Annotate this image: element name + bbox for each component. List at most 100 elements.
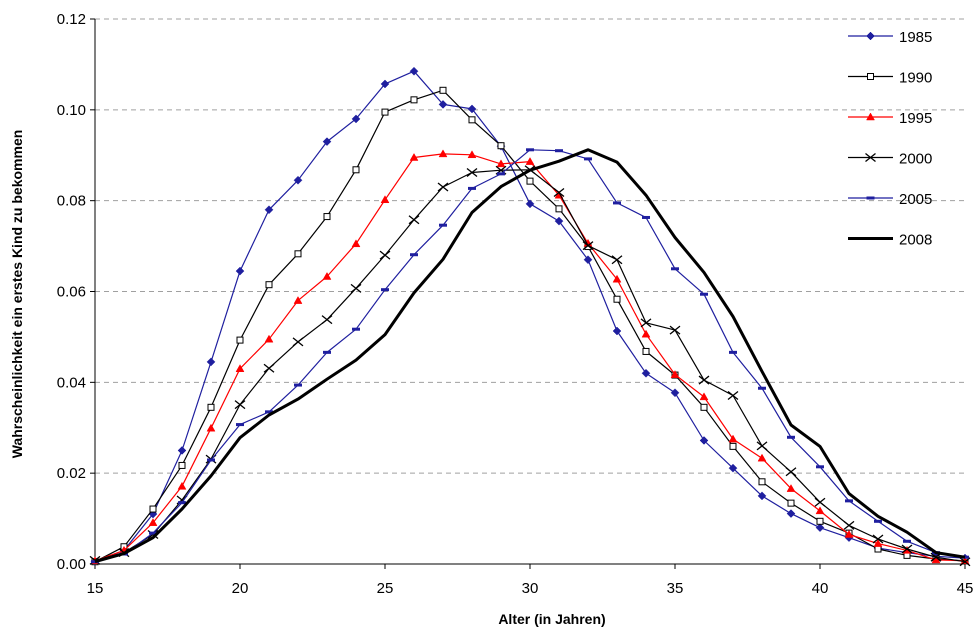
marker-dash xyxy=(526,148,534,152)
marker-square xyxy=(323,213,331,221)
marker-triangle xyxy=(496,159,506,168)
marker-diamond xyxy=(467,104,477,114)
marker-x xyxy=(263,363,275,373)
marker-dash xyxy=(323,350,331,354)
series-line xyxy=(94,70,966,563)
marker-dash xyxy=(787,435,795,439)
marker-square xyxy=(700,403,708,411)
marker-triangle xyxy=(844,529,854,538)
marker-dash xyxy=(381,288,389,292)
marker-dash xyxy=(584,157,592,161)
marker-x xyxy=(872,534,884,544)
marker-diamond xyxy=(322,137,332,146)
marker-dash xyxy=(729,350,737,354)
marker-triangle xyxy=(235,364,245,372)
legend-item-1990: 1990 xyxy=(848,70,932,87)
marker-triangle xyxy=(757,453,767,462)
marker-triangle xyxy=(264,334,274,343)
marker-x xyxy=(959,557,971,567)
series-2005 xyxy=(91,148,969,564)
marker-triangle xyxy=(873,539,883,547)
marker-square xyxy=(236,336,244,344)
series-1985 xyxy=(90,66,970,567)
series-1990 xyxy=(91,86,969,566)
marker-square xyxy=(352,166,360,174)
marker-diamond xyxy=(525,199,535,209)
legend-item-2008: 2008 xyxy=(848,232,932,249)
y-tick-label: 0.12 xyxy=(57,11,86,28)
marker-diamond xyxy=(409,66,419,76)
marker-triangle xyxy=(409,153,419,161)
marker-square xyxy=(439,86,447,94)
marker-diamond xyxy=(815,523,825,533)
marker-dash xyxy=(816,465,824,469)
marker-triangle xyxy=(351,239,361,248)
marker-triangle xyxy=(670,370,680,378)
marker-diamond xyxy=(670,388,680,398)
marker-x xyxy=(865,152,876,163)
marker-x xyxy=(640,318,652,328)
marker-diamond xyxy=(264,205,274,215)
series-2000 xyxy=(89,165,971,567)
x-tick-label: 20 xyxy=(232,580,249,597)
series-line xyxy=(94,169,966,563)
marker-dash xyxy=(439,223,447,227)
marker-square xyxy=(149,505,157,513)
legend-label: 1985 xyxy=(899,29,932,46)
y-tick-label: 0.04 xyxy=(57,374,86,391)
x-axis-title: Alter (in Jahren) xyxy=(498,611,605,627)
marker-dash xyxy=(352,327,360,331)
marker-dash xyxy=(497,172,505,176)
marker-square xyxy=(874,545,882,553)
marker-triangle xyxy=(525,157,535,165)
marker-x xyxy=(321,315,333,325)
marker-diamond xyxy=(177,446,187,455)
marker-diamond xyxy=(757,491,767,501)
marker-dash xyxy=(758,386,766,390)
marker-diamond xyxy=(380,79,390,89)
marker-triangle xyxy=(322,272,332,280)
marker-dash xyxy=(265,410,273,414)
marker-dash xyxy=(91,560,99,564)
y-tick-label: 0.00 xyxy=(57,556,86,573)
marker-diamond xyxy=(235,266,245,276)
series-line xyxy=(94,149,966,563)
marker-square xyxy=(294,250,302,258)
marker-x xyxy=(234,400,246,410)
marker-square xyxy=(758,478,766,486)
marker-x xyxy=(727,390,739,401)
marker-x xyxy=(843,520,855,530)
x-tick-label: 40 xyxy=(812,580,829,597)
marker-x xyxy=(292,337,304,347)
marker-square xyxy=(613,295,621,303)
marker-square xyxy=(207,403,215,411)
marker-square xyxy=(642,347,650,355)
marker-square xyxy=(555,205,563,213)
marker-diamond xyxy=(583,255,593,265)
y-axis-title: Wahrscheinlichkeit ein erstes Kind zu be… xyxy=(9,130,25,459)
marker-dash xyxy=(178,501,186,505)
tick-labels: 0.00 0.02 0.04 0.06 0.08 0.10 0.12 15 20 25 30 35 40… xyxy=(57,11,974,597)
legend-item-2000: 2000 xyxy=(848,151,932,168)
marker-dash xyxy=(149,531,157,535)
legend-label: 2005 xyxy=(899,191,932,208)
marker-diamond xyxy=(554,216,564,226)
marker-triangle xyxy=(699,392,709,401)
legend-item-1995: 1995 xyxy=(848,110,932,127)
marker-triangle xyxy=(148,518,158,526)
marker-triangle xyxy=(728,434,738,443)
y-tick-label: 0.10 xyxy=(57,102,86,119)
marker-diamond xyxy=(293,175,303,185)
marker-triangle xyxy=(641,329,651,338)
marker-square xyxy=(526,177,534,185)
marker-dash xyxy=(700,292,708,296)
marker-dash xyxy=(555,149,563,153)
marker-dash xyxy=(236,423,244,427)
marker-diamond xyxy=(612,326,622,336)
marker-triangle xyxy=(293,296,303,304)
marker-triangle xyxy=(866,112,875,121)
marker-diamond xyxy=(641,368,651,378)
marker-dash xyxy=(410,253,418,257)
marker-dash xyxy=(866,196,875,200)
